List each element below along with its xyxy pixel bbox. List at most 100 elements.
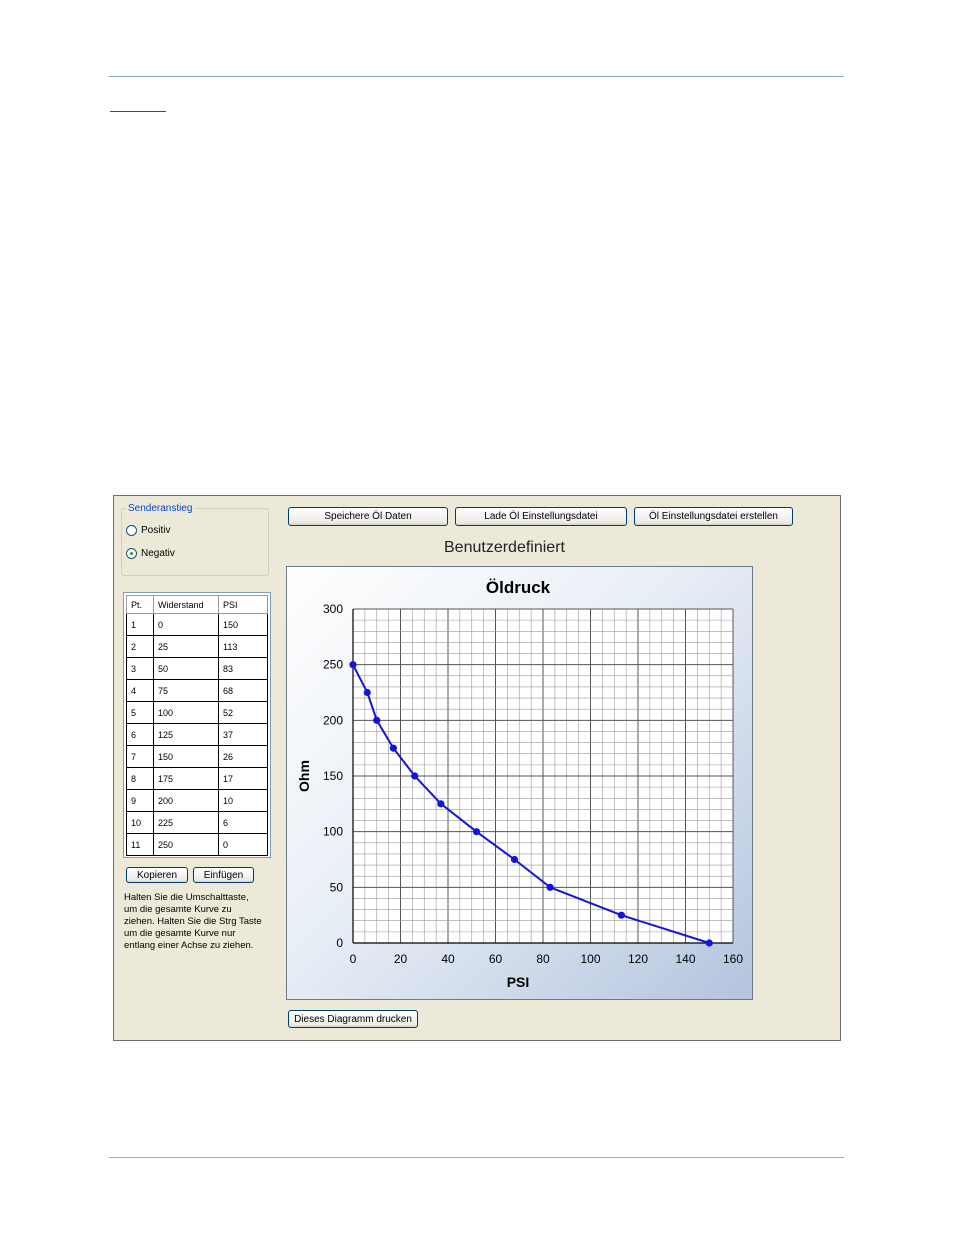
col-header-pt: Pt. <box>126 595 154 614</box>
cell-pt[interactable]: 8 <box>126 767 154 790</box>
load-oil-settings-button[interactable]: Lade Öl Einstellungsdatei <box>455 507 627 526</box>
cell-pt[interactable]: 1 <box>126 613 154 636</box>
y-tick-label: 100 <box>323 825 343 839</box>
cell-resistance[interactable]: 225 <box>153 811 219 834</box>
cell-resistance[interactable]: 200 <box>153 789 219 812</box>
table-row[interactable]: 8 175 17 <box>126 767 268 790</box>
cell-pt[interactable]: 2 <box>126 635 154 658</box>
col-header-psi: PSI <box>218 595 268 614</box>
oil-pressure-window: Senderanstieg Positiv Negativ Pt. Widers… <box>113 495 841 1041</box>
cell-pt[interactable]: 3 <box>126 657 154 680</box>
cell-psi[interactable]: 150 <box>218 613 268 636</box>
curve-point[interactable] <box>373 716 381 724</box>
curve-point[interactable] <box>472 828 481 836</box>
footer-rule <box>109 1157 844 1158</box>
col-header-resistance: Widerstand <box>153 595 219 614</box>
table-row[interactable]: 7 150 26 <box>126 745 268 768</box>
radio-negative-label: Negativ <box>141 548 175 559</box>
cell-pt[interactable]: 9 <box>126 789 154 812</box>
table-row[interactable]: 11 250 0 <box>126 833 268 856</box>
table-row[interactable]: 10 225 6 <box>126 811 268 834</box>
radio-positive[interactable]: Positiv <box>126 525 170 536</box>
custom-curve-title: Benutzerdefiniert <box>444 539 565 556</box>
curve-point[interactable] <box>510 855 519 864</box>
x-tick-label: 120 <box>628 952 648 966</box>
radio-positive-label: Positiv <box>141 525 171 536</box>
table-row[interactable]: 5 100 52 <box>126 701 268 724</box>
cell-psi[interactable]: 68 <box>218 679 268 702</box>
table-row[interactable]: 3 50 83 <box>126 657 268 680</box>
y-tick-label: 250 <box>323 658 343 672</box>
curve-point[interactable] <box>705 939 713 947</box>
header-link-underline <box>110 111 166 112</box>
cell-resistance[interactable]: 175 <box>153 767 219 790</box>
y-axis-label: Ohm <box>296 760 312 792</box>
cell-psi[interactable]: 83 <box>218 657 268 680</box>
y-tick-label: 150 <box>323 769 343 783</box>
curve-point[interactable] <box>546 883 554 891</box>
cell-resistance[interactable]: 150 <box>153 745 219 768</box>
radio-negative[interactable]: Negativ <box>126 548 175 559</box>
x-tick-label: 140 <box>675 952 695 966</box>
cell-psi[interactable]: 0 <box>218 833 268 856</box>
cell-resistance[interactable]: 50 <box>153 657 219 680</box>
paste-button[interactable]: Einfügen <box>193 867 254 883</box>
y-tick-label: 0 <box>336 936 343 950</box>
cell-pt[interactable]: 10 <box>126 811 154 834</box>
sender-slope-title: Senderanstieg <box>126 503 195 514</box>
cell-psi[interactable]: 113 <box>218 635 268 658</box>
table-row[interactable]: 6 125 37 <box>126 723 268 746</box>
cell-resistance[interactable]: 125 <box>153 723 219 746</box>
radio-positive-icon[interactable] <box>126 525 137 536</box>
cell-resistance[interactable]: 75 <box>153 679 219 702</box>
oil-pressure-chart[interactable]: 0 20 40 60 80 100 120 140 160 0 50 100 150 200 250 300 Ö… <box>286 566 753 1000</box>
cell-psi[interactable]: 37 <box>218 723 268 746</box>
curve-points-table: Pt. Widerstand PSI 1 0 150 2 25 113 3 50 83 4 75 68… <box>123 592 271 858</box>
curve-point[interactable] <box>617 911 625 919</box>
curve-point[interactable] <box>349 661 357 669</box>
y-tick-label: 200 <box>323 713 343 727</box>
chart-title: Öldruck <box>486 578 551 597</box>
table-row[interactable]: 2 25 113 <box>126 635 268 658</box>
header-rule <box>109 76 844 77</box>
cell-psi[interactable]: 6 <box>218 811 268 834</box>
table-row[interactable]: 4 75 68 <box>126 679 268 702</box>
x-tick-label: 0 <box>350 952 357 966</box>
cell-resistance[interactable]: 0 <box>153 613 219 636</box>
cell-psi[interactable]: 10 <box>218 789 268 812</box>
x-tick-label: 80 <box>536 952 550 966</box>
chart-svg[interactable]: 0 20 40 60 80 100 120 140 160 0 50 100 150 200 250 300 Ö… <box>287 567 752 999</box>
y-tick-label: 50 <box>330 880 344 894</box>
cell-resistance[interactable]: 250 <box>153 833 219 856</box>
curve-point[interactable] <box>363 688 371 697</box>
cell-psi[interactable]: 52 <box>218 701 268 724</box>
x-tick-label: 20 <box>394 952 408 966</box>
cell-pt[interactable]: 6 <box>126 723 154 746</box>
sender-slope-group <box>121 508 269 576</box>
cell-pt[interactable]: 11 <box>126 833 154 856</box>
x-tick-label: 160 <box>723 952 743 966</box>
cell-pt[interactable]: 7 <box>126 745 154 768</box>
cell-pt[interactable]: 5 <box>126 701 154 724</box>
curve-point[interactable] <box>411 772 419 780</box>
radio-negative-icon[interactable] <box>126 548 137 559</box>
x-tick-label: 40 <box>441 952 455 966</box>
cell-psi[interactable]: 17 <box>218 767 268 790</box>
x-tick-label: 60 <box>489 952 503 966</box>
curve-point[interactable] <box>389 744 397 752</box>
cell-psi[interactable]: 26 <box>218 745 268 768</box>
save-oil-data-button[interactable]: Speichere Öl Daten <box>288 507 448 526</box>
cell-resistance[interactable]: 25 <box>153 635 219 658</box>
y-tick-label: 300 <box>323 602 343 616</box>
print-chart-button[interactable]: Dieses Diagramm drucken <box>288 1010 418 1028</box>
cell-resistance[interactable]: 100 <box>153 701 219 724</box>
curve-point[interactable] <box>437 800 445 808</box>
drag-hint-text: Halten Sie die Umschalttaste, um die ges… <box>124 892 262 951</box>
table-row[interactable]: 1 0 150 <box>126 613 268 636</box>
x-axis-label: PSI <box>507 974 530 990</box>
x-tick-label: 100 <box>580 952 600 966</box>
create-oil-settings-button[interactable]: Öl Einstellungsdatei erstellen <box>634 507 793 526</box>
cell-pt[interactable]: 4 <box>126 679 154 702</box>
copy-button[interactable]: Kopieren <box>126 867 188 883</box>
table-row[interactable]: 9 200 10 <box>126 789 268 812</box>
